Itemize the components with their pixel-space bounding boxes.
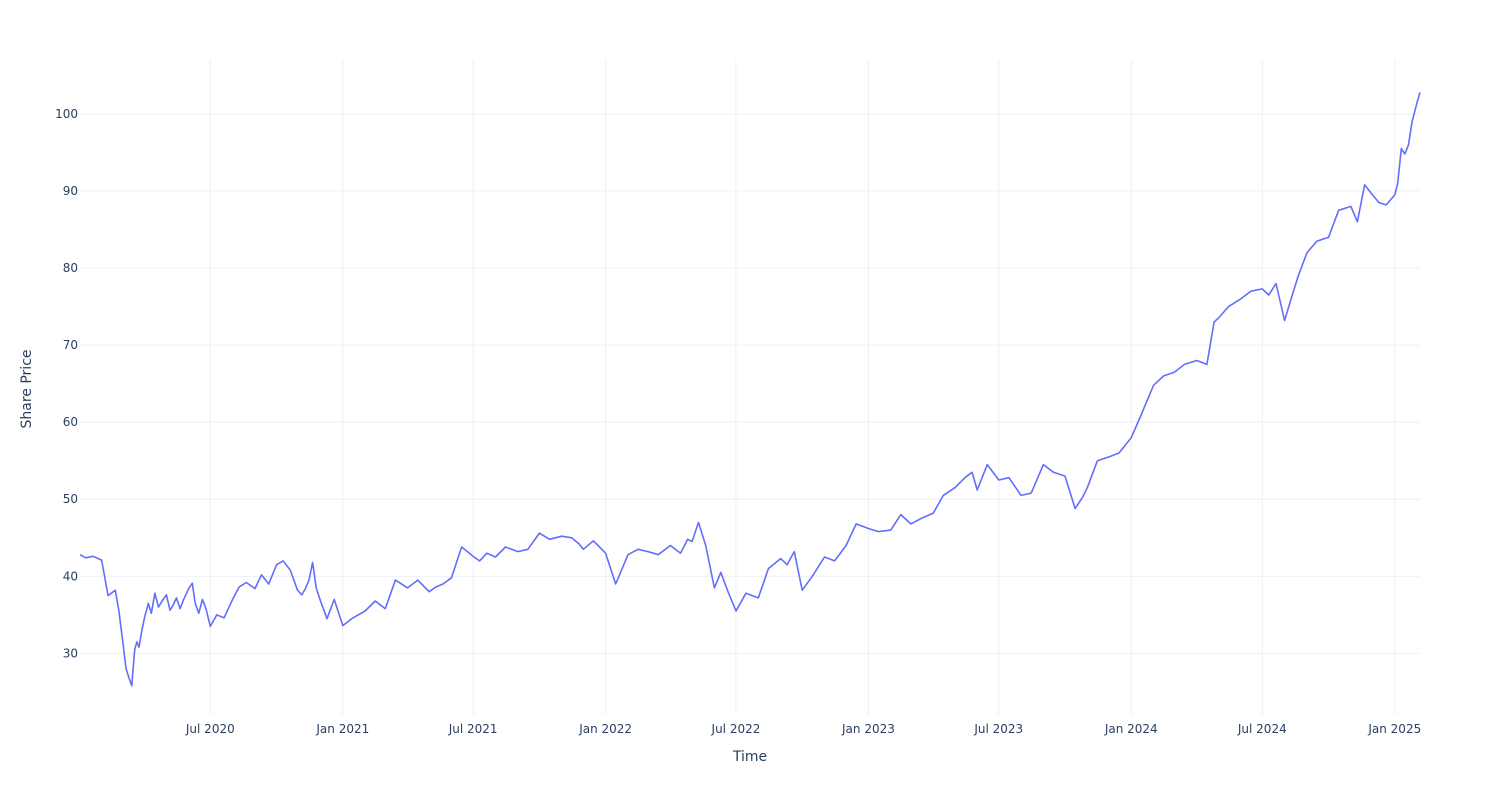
- x-tick-label: Jul 2021: [448, 722, 498, 736]
- share-price-line: [79, 92, 1421, 687]
- y-axis-title: Share Price: [19, 349, 35, 428]
- y-tick-label: 70: [63, 338, 78, 352]
- y-tick-label: 40: [63, 569, 78, 583]
- x-tick-label: Jan 2025: [1367, 722, 1421, 736]
- x-axis-title: Time: [732, 749, 767, 765]
- x-tick-labels: Jul 2020 Jan 2021 Jul 2021 Jan 2022 Jul 2022…: [185, 722, 1421, 736]
- y-tick-labels: 30 40 50 60 70 80 90 100: [55, 107, 78, 660]
- y-tick-label: 50: [63, 492, 78, 506]
- x-tick-label: Jul 2024: [1237, 722, 1287, 736]
- x-gridlines: [209, 60, 1396, 715]
- x-tick-label: Jan 2021: [315, 722, 369, 736]
- y-tick-label: 100: [55, 107, 78, 121]
- x-tick-label: Jan 2023: [841, 722, 895, 736]
- y-tick-label: 90: [63, 184, 78, 198]
- y-tick-label: 80: [63, 261, 78, 275]
- series-layer: [79, 92, 1421, 687]
- y-gridlines: [80, 113, 1420, 654]
- x-tick-label: Jan 2022: [578, 722, 632, 736]
- x-tick-label: Jan 2024: [1104, 722, 1158, 736]
- y-tick-label: 60: [63, 415, 78, 429]
- y-tick-label: 30: [63, 646, 78, 660]
- x-tick-label: Jul 2022: [711, 722, 761, 736]
- x-tick-label: Jul 2023: [973, 722, 1023, 736]
- x-tick-label: Jul 2020: [185, 722, 235, 736]
